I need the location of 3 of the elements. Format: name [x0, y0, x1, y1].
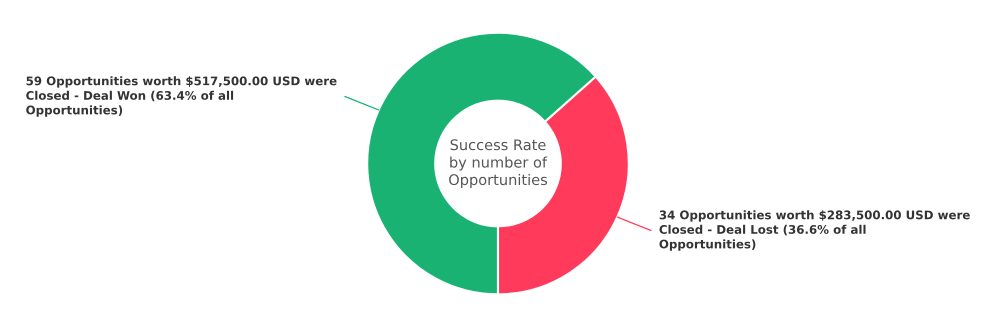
text: Success Rate by number of Opportunities	[449, 139, 548, 188]
slice-label: 59 Opportunities worth $517,500.00 USD were Closed - Deal Won (63.4% of all Opportunities)	[26, 76, 337, 117]
slice-label: 34 Opportunities worth $283,500.00 USD were Closed - Deal Lost (36.6% of all Opportunities)	[659, 210, 970, 251]
